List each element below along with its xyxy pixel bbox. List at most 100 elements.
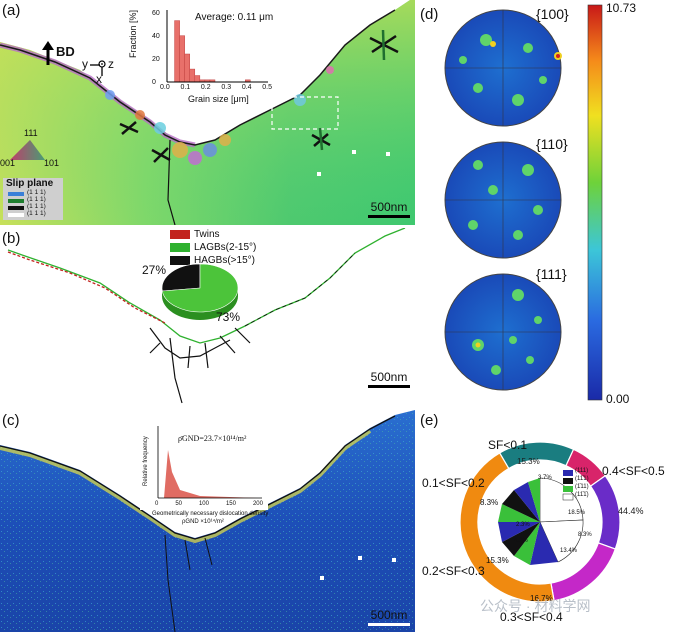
colorbar-min-label: 0.00 (606, 392, 630, 406)
panel-d-pole-figures: (d) {100} {110} {111} 10.73 0.00 (418, 0, 678, 410)
panel-c-svg (0, 410, 415, 632)
pie-lagb-pct: 73% (216, 310, 241, 324)
panel-d-svg (444, 4, 603, 401)
pole-figure-110 (444, 141, 562, 259)
panel-b-svg (7, 228, 406, 404)
sf-cat-label: SF<0.1 (488, 438, 528, 452)
pole-figure-100 (444, 9, 562, 127)
slip-trace-marks (119, 29, 399, 163)
inset-xtick: 0.3 (221, 84, 232, 91)
grain-size-inset (145, 0, 273, 88)
panel-b-boundary-map: (b) Twins LAGBs(2-15°) HAGBs(>15°) 27% 7… (0, 228, 415, 408)
inset-xlabel: Grain size [μm] (188, 94, 249, 104)
inset-xtick: 0.0 (160, 84, 170, 91)
slip-plane-title: Slip plane (6, 178, 54, 189)
inset-yticks: 0 20 40 60 (152, 10, 160, 86)
gnd-inset-xticks: 0 50 100 150 200 (155, 501, 263, 507)
sf-pct-label: 44.4% (618, 506, 644, 516)
axis-x-label: x (96, 72, 102, 86)
inner-pct-label: 3.7% (538, 475, 552, 481)
gnd-xtick: 0 (155, 501, 159, 507)
boundary-pie-chart (161, 263, 239, 320)
sf-cat-label: 0.2<SF<0.3 (422, 564, 485, 578)
schmid-factor-donut (459, 441, 621, 603)
gnd-mean-label: ρ̄GND=23.7×10¹⁴/m² (178, 434, 247, 443)
pie-hagb-pct: 27% (142, 263, 167, 277)
slip-plane-item: (1 1 1) (27, 210, 46, 217)
inset-annotation: Average: 0.11 μm (195, 12, 274, 23)
donut-segment (459, 452, 555, 603)
inset-xtick: 0.4 (241, 84, 252, 91)
slip-plane-item: (1 1 1) (27, 203, 46, 210)
legend-hagb-label: HAGBs(>15°) (194, 255, 255, 266)
grain-boundary (0, 9, 396, 146)
donut-segment (589, 474, 621, 550)
inner-pct-label: 2.3% (516, 522, 530, 528)
sf-pct-label: 15.3% (517, 457, 540, 466)
watermark: 公众号 · 材料学网 (480, 598, 591, 614)
gnd-xtick: 100 (198, 501, 209, 507)
sf-cat-label: 0.4<SF<0.5 (602, 464, 665, 478)
gnd-xtick: 150 (225, 501, 236, 507)
scalebar-a: 500nm (368, 200, 410, 218)
legend-twins-swatch (170, 230, 190, 239)
sf-pct-label: 8.3% (480, 498, 499, 507)
inner-pct-label: 8.3% (578, 532, 592, 538)
inner-legend-label: (11̄1̄) (575, 492, 589, 498)
pie-slice (161, 263, 201, 292)
panel-a-ebsd-map: (a) BD y z x Average: 0.11 μm Fraction [… (0, 0, 415, 225)
histogram-bar (174, 20, 180, 83)
pole-label-100: {100} (536, 6, 569, 22)
ipf-triangle (10, 140, 45, 160)
histogram-bar (179, 35, 185, 83)
histogram-bar (184, 53, 190, 83)
inner-pct-label: 4.2% (514, 538, 528, 544)
slip-plane-item: (1 1 1) (27, 196, 46, 203)
sf-cat-label: 0.3<SF<0.4 (500, 610, 563, 624)
scalebar-b: 500nm (368, 370, 410, 388)
ipf-right-label: 101 (44, 158, 60, 168)
inner-legend-label: (11̄1) (575, 476, 589, 482)
panel-label-e: (e) (420, 412, 439, 429)
legend-lagb-label: LAGBs(2-15°) (194, 242, 257, 253)
inset-ylabel: Fraction [%] (128, 9, 138, 58)
scalebar-c-label: 500nm (370, 608, 408, 622)
inner-slip-pie (490, 470, 590, 572)
inner-legend-swatch (563, 470, 573, 476)
gnd-inset-ylabel: Relative frequency (143, 436, 149, 486)
inset-ytick: 0 (152, 79, 156, 86)
axis-z-label: z (108, 57, 114, 71)
panel-label-c: (c) (2, 412, 20, 429)
intensity-colorbar (587, 4, 603, 401)
sf-cat-label: 0.1<SF<0.2 (422, 476, 485, 490)
inset-ytick: 40 (152, 33, 160, 40)
scalebar-b-label: 500nm (370, 370, 408, 384)
gnd-distribution-curve (158, 450, 258, 498)
inset-xticks: 0.0 0.1 0.2 0.3 0.4 0.5 (160, 84, 272, 91)
scalebar-a-label: 500nm (370, 200, 408, 214)
hagb-boundary (149, 327, 251, 404)
ipf-top-label: 111 (24, 128, 38, 138)
inset-ytick: 20 (152, 56, 160, 63)
inner-pct-label: 13.4% (560, 548, 578, 554)
pole-label-111: {111} (536, 266, 567, 282)
panel-a-svg (0, 0, 415, 225)
gnd-inset-xlabel: Geometrically necessary dislocation dens… (152, 511, 269, 517)
gnd-inset-xunit: ρGND ×10¹⁴/m² (182, 519, 224, 525)
legend-lagb-swatch (170, 243, 190, 252)
bd-arrow-icon (42, 41, 54, 50)
scalebar-c: 500nm (368, 608, 410, 626)
pole-figure-111 (444, 273, 562, 391)
legend-twins-label: Twins (194, 229, 220, 240)
pole-label-110: {110} (536, 136, 568, 152)
inner-pct-label: 18.5% (568, 510, 586, 516)
ipf-left-label: 001 (0, 158, 16, 168)
bd-label: BD (56, 44, 75, 59)
inner-legend-label: (111) (575, 468, 589, 474)
histogram-bar (194, 75, 201, 83)
histogram-bar (189, 68, 196, 83)
inset-xtick: 0.2 (200, 84, 211, 91)
axis-y-label: y (82, 57, 88, 71)
pie-slice (161, 263, 239, 313)
legend-hagb-swatch (170, 256, 190, 265)
